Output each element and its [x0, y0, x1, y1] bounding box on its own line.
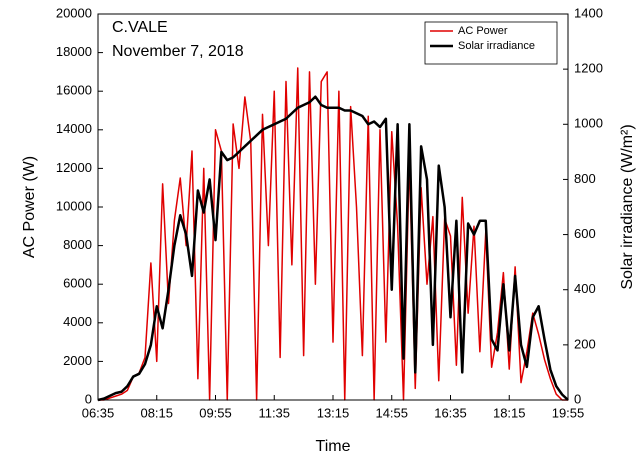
y-tick-label: 18000: [56, 44, 92, 59]
y-tick-label: 2000: [63, 353, 92, 368]
y2-tick-label: 200: [574, 336, 596, 351]
plot-frame: [97, 13, 569, 401]
y2-axis-label: Solar irradiance (W/m²): [619, 124, 636, 289]
y2-tick-label: 600: [574, 226, 596, 241]
legend-box: [424, 21, 558, 65]
y-tick-label: 8000: [63, 237, 92, 252]
chart-title: C.VALE: [112, 19, 168, 36]
y-tick-label: 16000: [56, 83, 92, 98]
x-tick-label: 09:55: [199, 405, 232, 420]
y-tick-label: 10000: [56, 198, 92, 213]
x-axis-label: Time: [316, 438, 351, 455]
y2-tick-label: 400: [574, 281, 596, 296]
x-tick-label: 19:55: [552, 405, 585, 420]
y-tick-label: 4000: [63, 314, 92, 329]
y-tick-label: 6000: [63, 276, 92, 291]
x-tick-label: 16:35: [434, 405, 467, 420]
x-tick-label: 18:15: [493, 405, 526, 420]
legend-label: AC Power: [458, 25, 508, 37]
y-axis-label: AC Power (W): [21, 156, 38, 258]
y-tick-label: 12000: [56, 160, 92, 175]
x-tick-label: 11:35: [258, 405, 290, 420]
x-tick-label: 14:55: [375, 405, 408, 420]
legend-label: Solar irradiance: [458, 40, 535, 52]
y2-tick-label: 1400: [574, 5, 603, 20]
y2-tick-label: 1000: [574, 116, 603, 131]
x-tick-label: 13:15: [317, 405, 350, 420]
x-tick-label: 08:15: [140, 405, 173, 420]
y2-tick-label: 0: [574, 391, 581, 406]
y-tick-label: 20000: [56, 5, 92, 20]
y-tick-label: 14000: [56, 121, 92, 136]
series-line: [97, 95, 569, 402]
y2-tick-label: 800: [574, 171, 596, 186]
y-tick-label: 0: [85, 391, 92, 406]
x-tick-label: 06:35: [82, 405, 115, 420]
y2-tick-label: 1200: [574, 61, 603, 76]
chart-subtitle: November 7, 2018: [112, 43, 244, 60]
